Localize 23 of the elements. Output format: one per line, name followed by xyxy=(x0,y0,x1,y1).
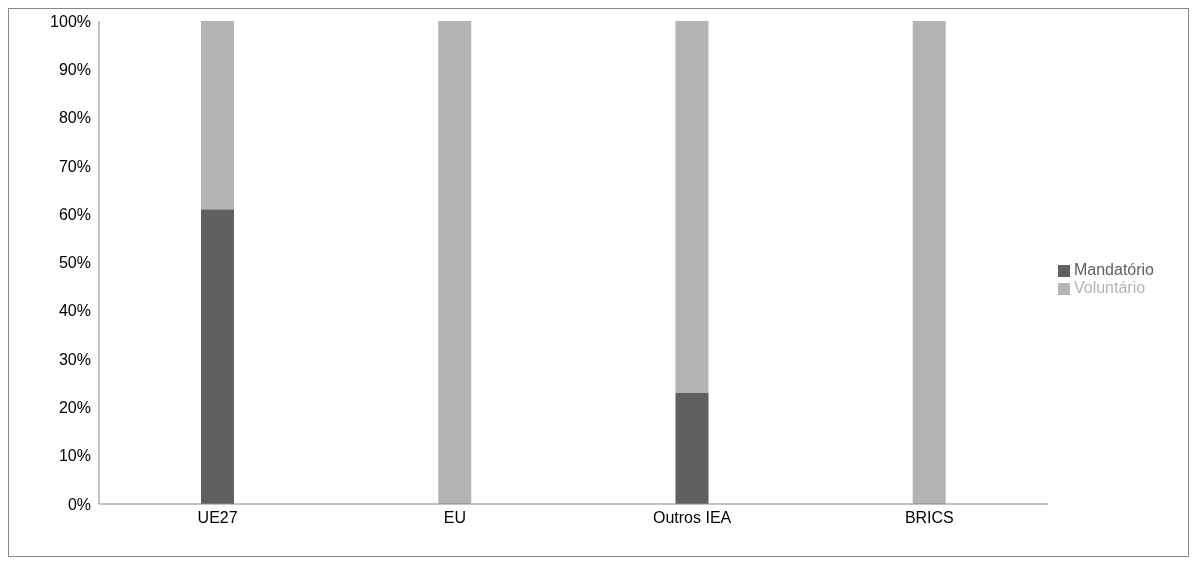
legend-label: Mandatório xyxy=(1073,261,1154,278)
y-tick-label: 20% xyxy=(58,399,91,417)
bar xyxy=(201,209,235,504)
bar xyxy=(201,21,235,210)
bar xyxy=(912,21,946,504)
y-tick-label: 50% xyxy=(58,254,91,272)
x-tick-label: EU xyxy=(443,509,466,527)
y-tick-label: 10% xyxy=(58,447,91,465)
bar xyxy=(675,392,709,504)
x-tick-label: Outros IEA xyxy=(652,509,732,527)
y-tick-label: 0% xyxy=(67,495,91,513)
y-tick-label: 90% xyxy=(58,60,91,78)
y-tick-label: 80% xyxy=(58,109,91,127)
bar xyxy=(438,21,472,504)
y-tick-label: 70% xyxy=(58,157,91,175)
x-tick-label: BRICS xyxy=(904,509,954,527)
bar xyxy=(675,21,709,393)
x-tick-label: UE27 xyxy=(197,509,238,527)
legend-label: Voluntário xyxy=(1073,279,1146,296)
y-tick-label: 60% xyxy=(58,205,91,223)
y-tick-label: 100% xyxy=(50,12,91,30)
y-tick-label: 40% xyxy=(58,302,91,320)
y-tick-label: 30% xyxy=(58,350,91,368)
